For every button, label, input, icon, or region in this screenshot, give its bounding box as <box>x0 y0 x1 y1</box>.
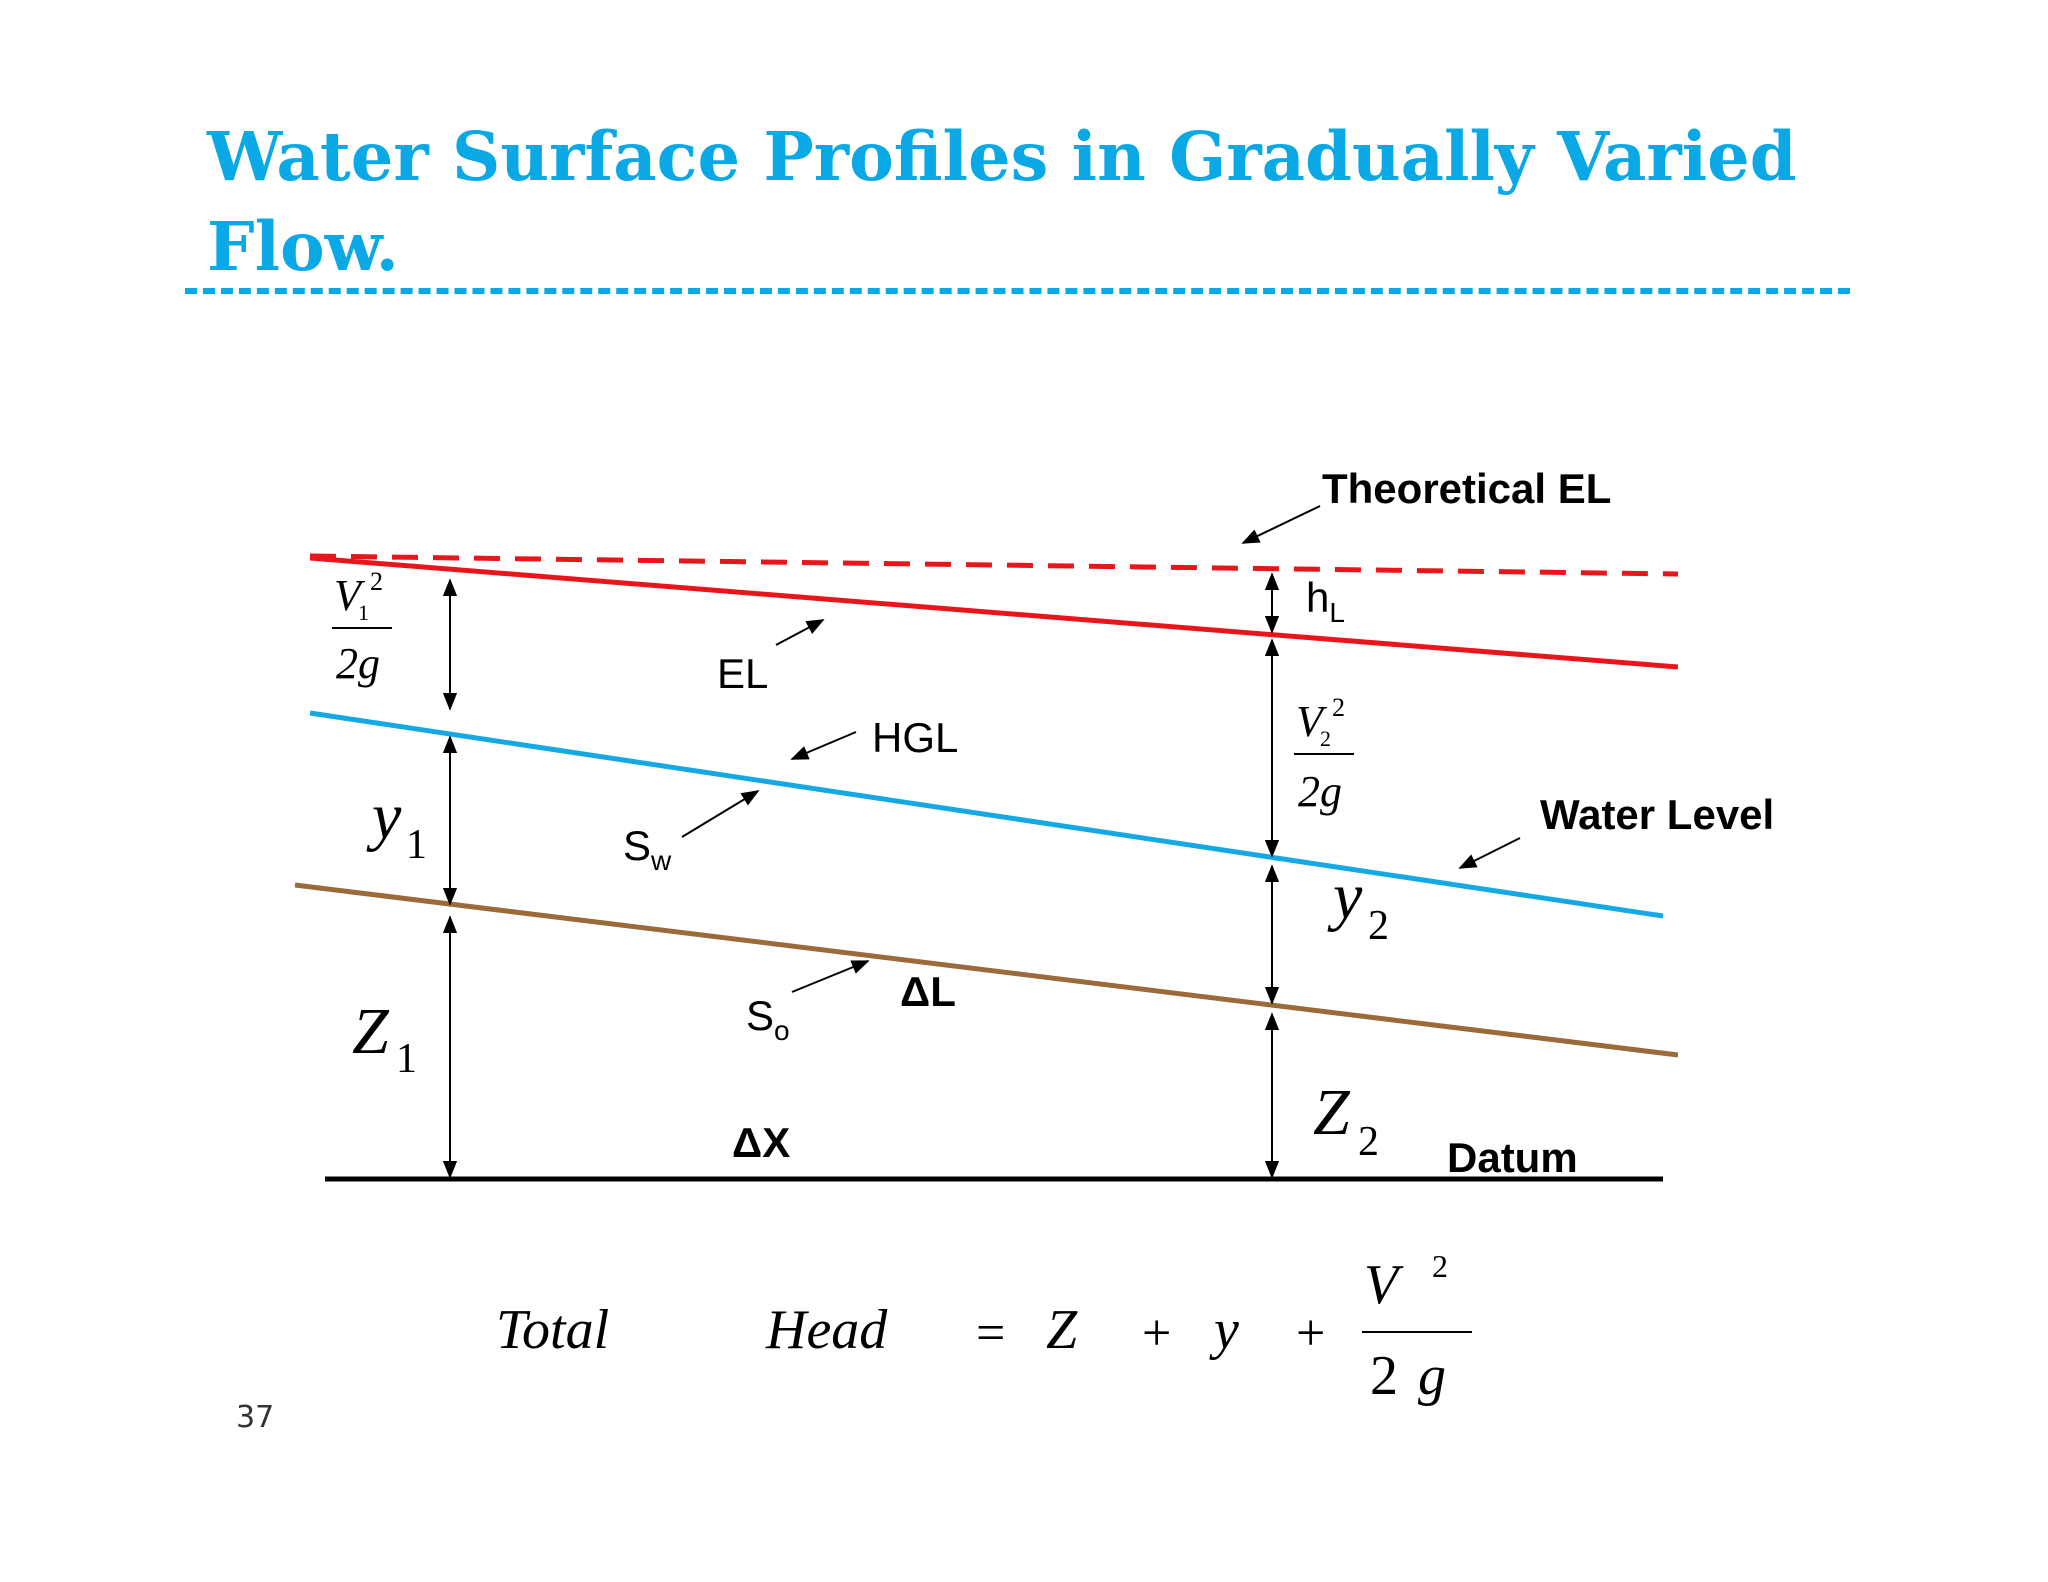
svg-text:2g: 2g <box>336 639 380 688</box>
eq-equals: = <box>976 1305 1005 1362</box>
svg-text:2g: 2g <box>1298 767 1342 816</box>
svg-text:1: 1 <box>406 822 427 868</box>
el-label: EL <box>717 650 768 697</box>
eq-z: Z <box>1046 1299 1078 1361</box>
y2-symbol: y 2 <box>1327 860 1389 949</box>
water-level-label: Water Level <box>1540 791 1774 838</box>
page-number: 37 <box>236 1400 275 1435</box>
svg-text:Z: Z <box>1313 1076 1351 1149</box>
eq-plus: + <box>1142 1305 1171 1362</box>
svg-text:V: V <box>1296 697 1328 746</box>
svg-text:2: 2 <box>1368 903 1389 949</box>
hgl-label: HGL <box>872 714 958 761</box>
svg-text:2: 2 <box>1358 1119 1379 1165</box>
svg-text:y: y <box>1327 860 1363 933</box>
energy-line <box>309 555 1679 670</box>
eq-denominator-g: g <box>1418 1345 1446 1407</box>
delta-l-label: ΔL <box>900 968 956 1015</box>
svg-text:2: 2 <box>1332 693 1345 722</box>
svg-text:2: 2 <box>1320 726 1331 751</box>
total-head-equation: Total Head = Z + y + V 2 2 g <box>496 1248 1472 1407</box>
theoretical-el-pointer <box>1241 505 1321 544</box>
eq-head: Head <box>765 1299 888 1361</box>
v2-velocity-head-fraction: V 2 2 2g <box>1294 693 1354 816</box>
svg-text:V: V <box>334 571 366 620</box>
eq-plus-2: + <box>1296 1305 1325 1362</box>
y1-symbol: y 1 <box>366 780 427 868</box>
el-pointer <box>775 619 825 646</box>
eq-numerator-v: V <box>1364 1254 1404 1316</box>
delta-x-label: ΔX <box>732 1119 790 1166</box>
so-pointer <box>791 960 870 993</box>
hgl-pointer <box>790 731 857 760</box>
slide-title: Water Surface Profiles in Gradually Vari… <box>207 117 1797 286</box>
svg-text:1: 1 <box>358 600 369 625</box>
hl-label: hL <box>1306 574 1345 628</box>
svg-text:2: 2 <box>370 567 383 596</box>
so-label: So <box>746 992 790 1046</box>
theoretical-el-label: Theoretical EL <box>1322 465 1611 512</box>
theoretical-el-line <box>309 553 1679 577</box>
svg-text:y: y <box>366 780 402 853</box>
eq-total: Total <box>496 1299 609 1361</box>
svg-text:Z: Z <box>352 995 390 1068</box>
eq-denominator-2: 2 <box>1370 1345 1398 1407</box>
sw-pointer <box>681 790 760 838</box>
v1-velocity-head-fraction: V 2 1 2g <box>332 567 392 688</box>
bed-line <box>294 882 1679 1058</box>
hgl-line <box>309 710 1664 919</box>
eq-numerator-exp: 2 <box>1432 1248 1448 1284</box>
datum-label: Datum <box>1447 1134 1578 1181</box>
svg-text:1: 1 <box>396 1036 417 1082</box>
sw-label: Sw <box>623 822 672 876</box>
z2-symbol: Z 2 <box>1313 1076 1379 1165</box>
title-dashed-rule <box>185 288 1850 294</box>
water-level-pointer <box>1458 837 1521 869</box>
eq-y: y <box>1209 1299 1239 1361</box>
z1-symbol: Z 1 <box>352 995 417 1082</box>
